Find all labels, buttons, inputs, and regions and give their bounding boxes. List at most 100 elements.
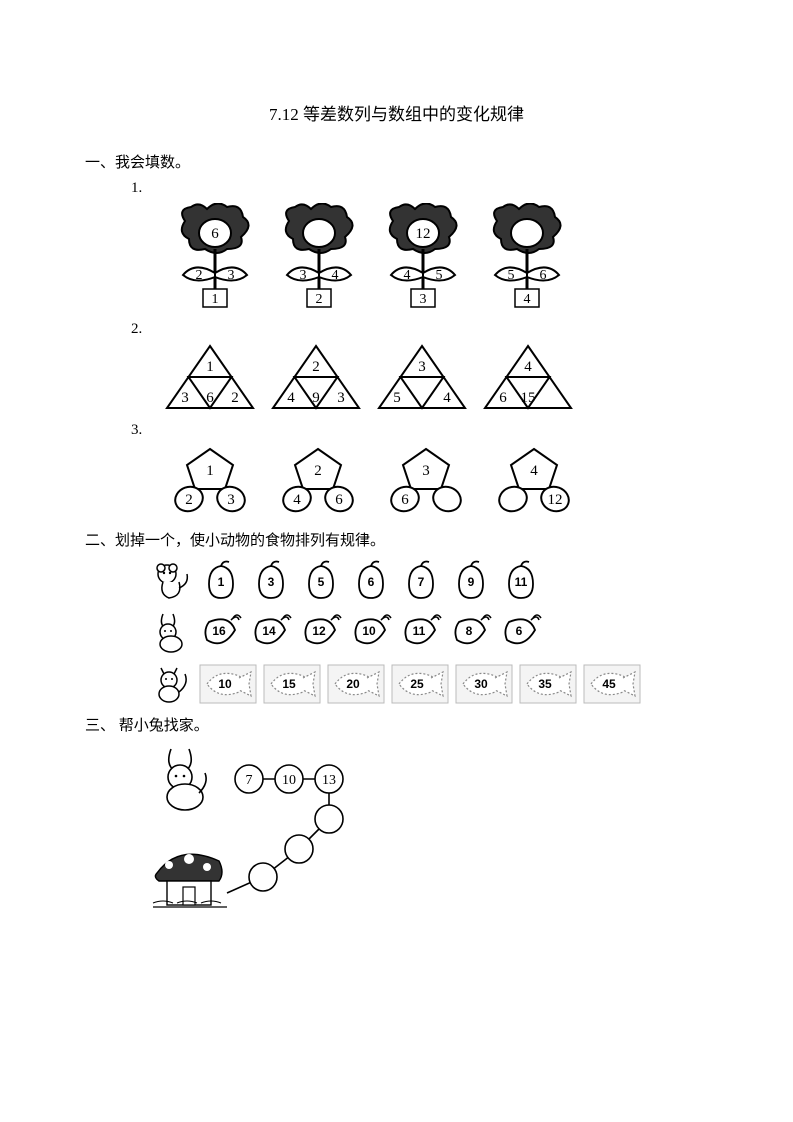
problem-3-label: 3. <box>131 422 708 439</box>
svg-text:30: 30 <box>474 677 488 691</box>
tri3-bl: 5 <box>393 390 401 406</box>
pent1-r: 3 <box>227 492 235 508</box>
svg-text:3: 3 <box>268 575 275 589</box>
flower-3-petal: 12 <box>416 226 431 242</box>
tri4-bc: 15 <box>521 390 536 406</box>
peach-1: 1 <box>199 558 243 602</box>
section-1-label: 一、我会填数。 <box>85 151 708 172</box>
pent1-top: 1 <box>206 463 214 479</box>
peach-4: 6 <box>349 558 393 602</box>
triangle-4: 4 6 15 <box>483 344 573 412</box>
fish-6: 35 <box>519 664 577 704</box>
carrot-6: 8 <box>449 610 493 654</box>
pent3-top: 3 <box>422 463 430 479</box>
flower-1-box: 1 <box>212 292 219 307</box>
pent1-l: 2 <box>185 492 193 508</box>
triangle-1: 1 3 6 2 <box>165 344 255 412</box>
triangle-3: 3 5 4 <box>377 344 467 412</box>
carrot-5: 11 <box>399 610 443 654</box>
tri1-br: 2 <box>231 390 239 406</box>
pentagon-3: 3 6 <box>381 445 471 515</box>
food-row-3: 10 15 20 25 30 35 45 <box>149 662 708 706</box>
path-c2: 10 <box>282 773 296 788</box>
rabbit-path: 7 10 13 <box>149 743 489 923</box>
svg-text:12: 12 <box>312 624 326 638</box>
page: 7.12 等差数列与数组中的变化规律 一、我会填数。 1. 6 2 3 1 <box>0 0 793 963</box>
section-3-label: 三、 帮小兔找家。 <box>85 714 708 735</box>
svg-text:9: 9 <box>468 575 475 589</box>
cat-icon <box>149 662 193 706</box>
flower-3: 12 4 5 3 <box>373 203 473 313</box>
tri2-bc: 9 <box>312 390 320 406</box>
svg-text:25: 25 <box>410 677 424 691</box>
fish-3: 20 <box>327 664 385 704</box>
svg-text:15: 15 <box>282 677 296 691</box>
svg-text:8: 8 <box>466 624 473 638</box>
flower-4-box: 4 <box>524 292 531 307</box>
svg-text:1: 1 <box>218 575 225 589</box>
problem-1-label: 1. <box>131 180 708 197</box>
tri3-top: 3 <box>418 359 426 375</box>
flower-2-box: 2 <box>316 292 323 307</box>
problem-1-figures: 6 2 3 1 3 4 <box>165 203 708 313</box>
fish-2: 15 <box>263 664 321 704</box>
rabbit-icon <box>149 610 193 654</box>
svg-text:6: 6 <box>516 624 523 638</box>
flower-1: 6 2 3 1 <box>165 203 265 313</box>
flower-4-leaf-r: 6 <box>540 268 547 283</box>
fish-4: 25 <box>391 664 449 704</box>
pent4-top: 4 <box>530 463 538 479</box>
path-c1: 7 <box>246 773 253 788</box>
tri2-top: 2 <box>312 359 320 375</box>
problem-3-figures: 1 2 3 2 4 6 3 6 <box>165 445 708 515</box>
section-2-label: 二、划掉一个，使小动物的食物排列有规律。 <box>85 529 708 550</box>
flower-2-leaf-l: 3 <box>300 268 307 283</box>
tri2-bl: 4 <box>287 390 295 406</box>
flower-4-leaf-l: 5 <box>508 268 515 283</box>
pent4-r: 12 <box>548 492 563 508</box>
peach-7: 11 <box>499 558 543 602</box>
mushroom-house-icon <box>153 854 227 907</box>
page-title: 7.12 等差数列与数组中的变化规律 <box>85 100 708 125</box>
peach-5: 7 <box>399 558 443 602</box>
pentagon-1: 1 2 3 <box>165 445 255 515</box>
peach-2: 3 <box>249 558 293 602</box>
flower-3-box: 3 <box>420 292 427 307</box>
problem-2-label: 2. <box>131 321 708 338</box>
tri1-bc: 6 <box>206 390 214 406</box>
pent2-l: 4 <box>293 492 301 508</box>
tri2-br: 3 <box>337 390 345 406</box>
svg-text:10: 10 <box>362 624 376 638</box>
flower-2: 3 4 2 <box>269 203 369 313</box>
carrot-1: 16 <box>199 610 243 654</box>
tri4-bl: 6 <box>499 390 507 406</box>
pent3-l: 6 <box>401 492 409 508</box>
svg-text:35: 35 <box>538 677 552 691</box>
fish-7: 45 <box>583 664 641 704</box>
svg-text:14: 14 <box>262 624 276 638</box>
pentagon-4: 4 12 <box>489 445 579 515</box>
svg-text:7: 7 <box>418 575 425 589</box>
fish-5: 30 <box>455 664 513 704</box>
flower-1-petal: 6 <box>211 226 219 242</box>
svg-text:6: 6 <box>368 575 375 589</box>
pent2-r: 6 <box>335 492 343 508</box>
tri4-top: 4 <box>524 359 532 375</box>
svg-text:11: 11 <box>413 624 426 638</box>
path-c3: 13 <box>322 773 336 788</box>
svg-text:16: 16 <box>212 624 226 638</box>
tri1-top: 1 <box>206 359 214 375</box>
problem-2-figures: 1 3 6 2 2 4 9 3 3 5 4 <box>165 344 708 412</box>
svg-text:20: 20 <box>346 677 360 691</box>
rabbit-home-icon <box>167 749 206 810</box>
food-row-2: 16 14 12 10 11 8 6 <box>149 610 708 654</box>
food-row-1: 1 3 5 6 7 9 11 <box>149 558 708 602</box>
flower-3-leaf-r: 5 <box>436 268 443 283</box>
svg-text:10: 10 <box>218 677 232 691</box>
tri3-br: 4 <box>443 390 451 406</box>
carrot-4: 10 <box>349 610 393 654</box>
flower-3-leaf-l: 4 <box>404 268 411 283</box>
carrot-2: 14 <box>249 610 293 654</box>
svg-text:5: 5 <box>318 575 325 589</box>
pent2-top: 2 <box>314 463 322 479</box>
